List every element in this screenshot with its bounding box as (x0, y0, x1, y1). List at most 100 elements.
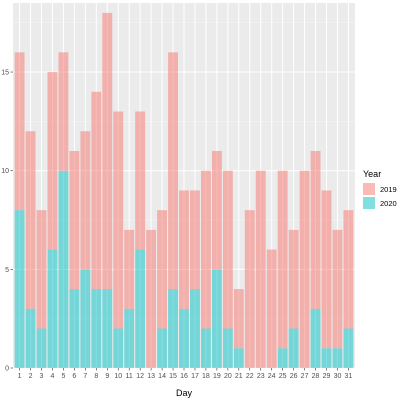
x-tick-label: 17 (191, 373, 199, 380)
x-tick-label: 16 (180, 373, 188, 380)
bar-2019-day-19 (211, 150, 222, 270)
bar-2019-day-6 (69, 150, 80, 290)
bar-2020-day-4 (47, 249, 58, 368)
bar-2019-day-2 (25, 131, 36, 309)
x-tick-label: 21 (235, 373, 243, 380)
bar-2020-day-15 (168, 289, 178, 368)
bar-2020-day-1 (14, 210, 25, 368)
x-tick-label: 5 (61, 373, 65, 380)
legend-title: Year (363, 169, 381, 179)
bar-2020-day-11 (124, 308, 135, 368)
bar-2019-day-21 (233, 289, 244, 349)
legend-label-2019: 2019 (380, 185, 397, 194)
x-tick-label: 23 (257, 373, 265, 380)
bar-2020-day-7 (80, 269, 91, 368)
y-axis: 0 5 10 15 (1, 70, 13, 373)
bar-2019-day-16 (179, 190, 189, 309)
x-tick-label: 11 (126, 373, 133, 380)
bar-2019-day-1 (14, 52, 25, 211)
legend: Year 2019 2020 (363, 169, 397, 209)
x-tick-label: 28 (312, 373, 320, 380)
y-tick-label: 15 (1, 70, 9, 77)
bar-2019-day-10 (113, 111, 124, 329)
y-tick-label: 10 (1, 168, 9, 175)
x-tick-label: 27 (301, 373, 309, 380)
legend-key-2019 (363, 183, 375, 195)
bar-2020-day-5 (58, 170, 69, 368)
legend-key-2020 (363, 197, 375, 209)
x-tick-label: 14 (158, 373, 166, 380)
x-axis-title: Day (176, 388, 193, 398)
bar-2019-day-30 (332, 229, 343, 349)
x-tick-label: 25 (279, 373, 287, 380)
bar-2019-day-23 (255, 170, 266, 368)
bar-2020-day-26 (288, 328, 299, 368)
bar-2020-day-9 (102, 289, 113, 368)
bar-2019-day-27 (299, 170, 310, 368)
bar-2020-day-21 (233, 348, 244, 368)
bar-2020-day-12 (135, 249, 146, 368)
x-tick-label: 2 (29, 373, 33, 380)
bar-2020-day-30 (332, 348, 343, 368)
bar-2020-day-31 (343, 328, 354, 368)
bar-2020-day-6 (69, 289, 80, 368)
x-tick-label: 30 (334, 373, 342, 380)
bar-2020-day-19 (211, 269, 222, 368)
x-tick-label: 19 (213, 373, 221, 380)
x-tick-label: 10 (114, 373, 122, 380)
x-tick-label: 18 (202, 373, 210, 380)
bar-2019-day-24 (266, 249, 277, 368)
bar-2019-day-11 (124, 229, 135, 309)
bar-2020-day-28 (310, 308, 321, 368)
x-axis: 1 2 3 4 5 6 7 8 9 10 11 12 13 14 15 16 17 18 19 20 21 22 23 24 2… (18, 368, 353, 380)
x-tick-label: 9 (105, 373, 109, 380)
x-tick-label: 31 (345, 373, 353, 380)
bar-2019-day-3 (36, 210, 47, 329)
bar-2020-day-2 (25, 308, 36, 368)
y-tick-label: 5 (5, 267, 9, 274)
bar-2020-day-18 (200, 328, 211, 368)
bar-2019-day-28 (310, 150, 321, 309)
bar-2019-day-18 (200, 170, 211, 329)
x-tick-label: 24 (268, 373, 276, 380)
bars (14, 12, 354, 368)
x-tick-label: 22 (246, 373, 254, 380)
x-tick-label: 3 (40, 373, 44, 380)
bar-2020-day-14 (157, 328, 168, 368)
bar-2019-day-8 (91, 91, 102, 290)
y-tick-label: 0 (5, 366, 9, 373)
bar-2020-day-17 (190, 289, 200, 368)
bar-2019-day-14 (157, 210, 168, 329)
bar-2019-day-7 (80, 131, 91, 270)
legend-label-2020: 2020 (380, 199, 397, 208)
bar-2020-day-25 (277, 348, 288, 368)
bar-2019-day-4 (47, 72, 58, 250)
x-tick-label: 20 (224, 373, 232, 380)
bar-2019-day-25 (277, 170, 288, 349)
x-tick-label: 15 (169, 373, 177, 380)
bar-2019-day-29 (321, 190, 332, 349)
bar-2020-day-3 (36, 328, 47, 368)
x-tick-label: 7 (83, 373, 87, 380)
x-tick-label: 8 (94, 373, 98, 380)
x-tick-label: 12 (136, 373, 144, 380)
bar-2019-day-13 (146, 229, 157, 368)
bar-2019-day-26 (288, 229, 299, 329)
bar-2019-day-15 (168, 52, 178, 290)
x-tick-label: 1 (18, 373, 22, 380)
bar-2019-day-17 (190, 190, 200, 290)
bar-2019-day-5 (58, 52, 69, 171)
bar-2019-day-20 (222, 170, 233, 329)
bar-2019-day-9 (102, 12, 113, 290)
bar-2019-day-22 (244, 210, 255, 368)
bar-2019-day-12 (135, 111, 146, 250)
x-tick-label: 4 (51, 373, 55, 380)
x-tick-label: 29 (323, 373, 331, 380)
bar-2020-day-8 (91, 289, 102, 368)
bar-2020-day-20 (222, 328, 233, 368)
bar-2019-day-31 (343, 210, 354, 329)
x-tick-label: 26 (290, 373, 298, 380)
x-tick-label: 13 (147, 373, 155, 380)
x-tick-label: 6 (72, 373, 76, 380)
bar-2020-day-16 (179, 308, 189, 368)
